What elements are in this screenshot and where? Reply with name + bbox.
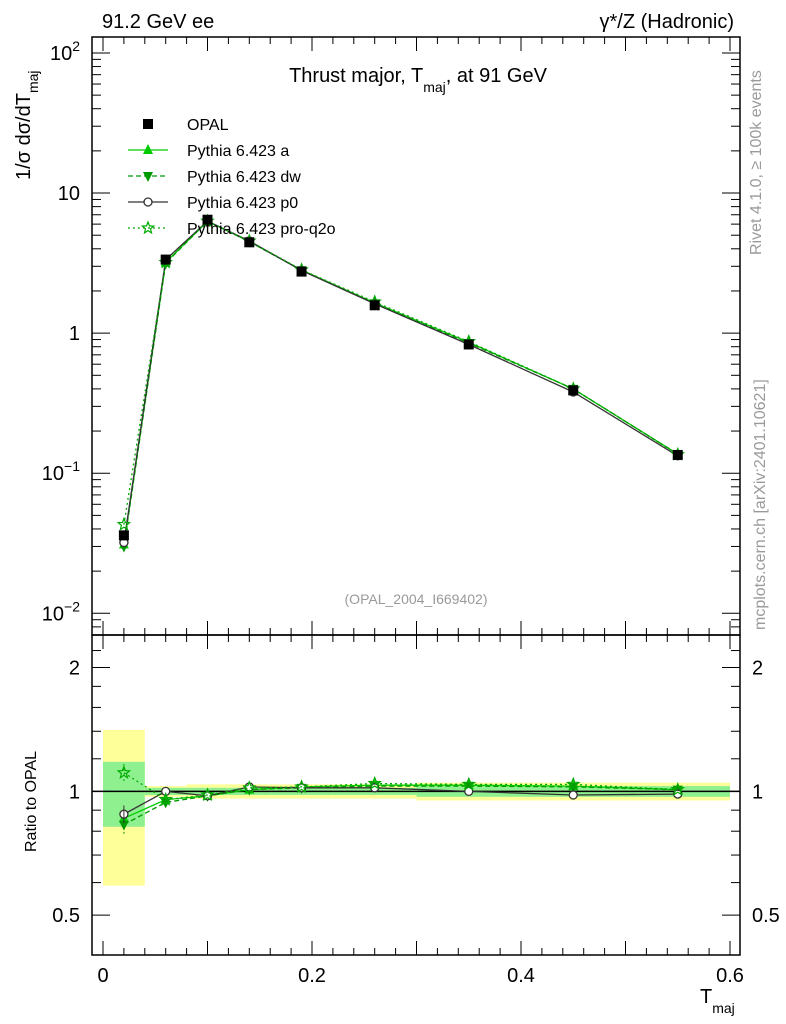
y-tick-label: 102 — [50, 38, 80, 65]
ratio-point-pythia-6-423-p0 — [568, 790, 578, 800]
y-tick-exponent: −1 — [64, 458, 80, 474]
ratio-point-pythia-6-423-p0 — [296, 783, 307, 793]
ratio-point-pythia-6-423-pro-q2o — [200, 787, 215, 802]
x-tick-label: 0.6 — [716, 965, 744, 987]
ratio-point-pythia-6-423-pro-q2o — [461, 776, 477, 791]
x-axis-label-sub: maj — [712, 1000, 735, 1016]
y-tick-base: 10 — [42, 463, 64, 485]
ratio-y-label: Ratio to OPAL — [23, 751, 40, 852]
main-series — [116, 213, 686, 553]
x-axis-label-main: T — [700, 986, 712, 1008]
ratio-point-pythia-6-423-p0 — [202, 791, 213, 801]
data-point-opal — [369, 300, 380, 311]
plot-title-main: Thrust major, T — [289, 65, 423, 87]
side-rivet-label: Rivet 4.1.0, ≥ 100k events — [748, 70, 765, 255]
y-tick-label: 1 — [69, 323, 80, 345]
series-line-pythia-6-423-a — [123, 220, 679, 545]
data-point-opal — [672, 449, 683, 460]
ratio-tick-label-right: 1 — [752, 781, 763, 803]
x-axis-label: Tmaj — [700, 986, 735, 1016]
y-tick-base: 10 — [58, 183, 80, 205]
ratio-tick-label-left: 1 — [69, 781, 80, 803]
ratio-tick-label-right: 0.5 — [752, 905, 780, 927]
legend-marker — [143, 119, 153, 129]
plot-title-sub: maj — [423, 79, 446, 95]
ratio-uncertainty-bands — [92, 729, 740, 886]
legend-label: OPAL — [187, 117, 229, 134]
ratio-tick-label-left: 2 — [69, 658, 80, 680]
legend-label: Pythia 6.423 dw — [187, 169, 301, 186]
ratio-point-pythia-6-423-pro-q2o — [367, 775, 382, 790]
ratio-point-pythia-6-423-pro-q2o — [670, 781, 686, 796]
legend-marker — [143, 197, 153, 207]
plot-title: Thrust major, Tmaj, at 91 GeV — [289, 65, 548, 95]
data-point-opal — [244, 237, 255, 248]
x-tick-label: 0.4 — [507, 965, 535, 987]
data-point-opal — [160, 254, 171, 265]
ratio-line-pythia-6-423-pro-q2o — [123, 772, 678, 801]
ratio-point-pythia-6-423-p0 — [370, 783, 380, 793]
y-tick-base: 10 — [42, 603, 64, 625]
series-line-pythia-6-423-pro-q2o — [123, 220, 679, 525]
ratio-tick-label-right: 2 — [752, 658, 763, 680]
y-tick-base: 1 — [69, 323, 80, 345]
legend-label: Pythia 6.423 a — [187, 143, 289, 160]
data-point-opal — [296, 266, 307, 277]
legend-marker — [143, 172, 153, 182]
y-tick-label: 10−2 — [42, 598, 80, 625]
ratio-point-pythia-6-423-pro-q2o — [158, 791, 173, 806]
y-tick-exponent: −2 — [64, 598, 80, 614]
header-right: γ*/Z (Hadronic) — [600, 11, 734, 33]
data-point-opal — [463, 339, 474, 350]
ratio-point-pythia-6-423-pro-q2o — [294, 779, 309, 794]
x-tick-label: 0 — [97, 965, 108, 987]
analysis-reference: (OPAL_2004_I669402) — [345, 591, 488, 607]
plot-title-tail: , at 91 GeV — [446, 65, 548, 87]
data-point-opal — [118, 530, 129, 541]
ratio-point-pythia-6-423-p0 — [161, 786, 171, 797]
data-point-opal — [568, 385, 579, 396]
y-axis-label: 1/σ dσ/dTmaj — [13, 70, 41, 180]
ratio-point-pythia-6-423-pro-q2o — [242, 780, 257, 795]
ratio-point-pythia-6-423-pro-q2o — [565, 776, 581, 791]
data-point-opal — [202, 214, 213, 225]
ratio-tick-label-left: 0.5 — [52, 905, 80, 927]
x-tick-label: 0.2 — [298, 965, 326, 987]
y-tick-exponent: 2 — [72, 38, 80, 54]
side-mcplots-label: mcplots.cern.ch [arXiv:2401.10621] — [752, 379, 769, 630]
series-line-pythia-6-423-p0 — [123, 220, 679, 543]
header-left: 91.2 GeV ee — [102, 11, 214, 33]
legend-label: Pythia 6.423 p0 — [187, 195, 298, 212]
legend: OPAL Pythia 6.423 a Pythia 6.423 dw Pythia … — [128, 117, 336, 238]
y-tick-base: 10 — [50, 43, 72, 65]
ratio-series — [116, 764, 686, 834]
legend-marker — [143, 144, 153, 154]
legend-label: Pythia 6.423 pro-q2o — [187, 221, 336, 238]
legend-marker — [140, 220, 156, 235]
series-point-pythia-6-423-pro-q2o — [116, 516, 132, 531]
y-axis-label-main: 1/σ dσ/dT — [13, 93, 35, 180]
y-tick-label: 10−1 — [42, 458, 80, 485]
y-axis-label-sub: maj — [25, 70, 41, 93]
y-tick-label: 10 — [58, 183, 80, 205]
series-line-pythia-6-423-dw — [123, 220, 679, 547]
